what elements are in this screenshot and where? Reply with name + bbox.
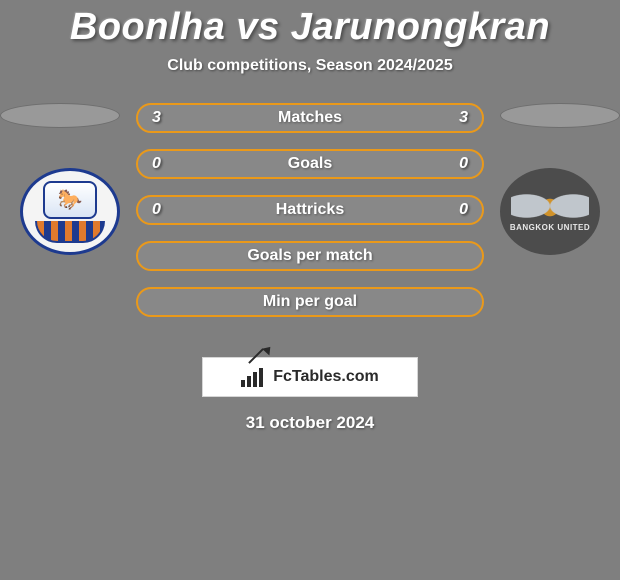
stat-label: Matches <box>278 109 342 127</box>
left-club-badge: 🐎 <box>20 168 120 255</box>
horse-icon: 🐎 <box>58 187 83 212</box>
page-title: Boonlha vs Jarunongkran <box>0 0 620 49</box>
stat-bar: Min per goal <box>136 287 484 317</box>
right-club-text: BANGKOK UNITED <box>510 223 590 232</box>
left-platform-ellipse <box>0 103 120 128</box>
credit-box: FcTables.com <box>202 357 418 397</box>
right-platform-ellipse <box>500 103 620 128</box>
left-club-stripes <box>35 221 105 243</box>
stat-left-value: 0 <box>152 201 161 219</box>
stat-bar: 3 Matches 3 <box>136 103 484 133</box>
stat-label: Min per goal <box>263 293 357 311</box>
comparison-section: 🐎 BANGKOK UNITED 3 Matches 3 0 Goals 0 0… <box>0 103 620 343</box>
stat-label: Hattricks <box>276 201 344 219</box>
stat-left-value: 0 <box>152 155 161 173</box>
stat-bar: Goals per match <box>136 241 484 271</box>
stat-bars: 3 Matches 3 0 Goals 0 0 Hattricks 0 Goal… <box>136 103 484 333</box>
date-text: 31 october 2024 <box>0 413 620 433</box>
page-root: Boonlha vs Jarunongkran Club competition… <box>0 0 620 580</box>
stat-right-value: 0 <box>459 155 468 173</box>
stat-label: Goals <box>288 155 332 173</box>
stat-left-value: 3 <box>152 109 161 127</box>
left-club-emblem: 🐎 <box>43 181 97 219</box>
credit-text: FcTables.com <box>273 368 379 386</box>
stat-right-value: 3 <box>459 109 468 127</box>
right-club-badge: BANGKOK UNITED <box>500 168 600 255</box>
stat-bar: 0 Goals 0 <box>136 149 484 179</box>
subtitle: Club competitions, Season 2024/2025 <box>0 57 620 75</box>
stat-label: Goals per match <box>247 247 372 265</box>
bars-icon <box>241 368 263 387</box>
stat-bar: 0 Hattricks 0 <box>136 195 484 225</box>
right-club-wings-icon <box>511 191 589 221</box>
stat-right-value: 0 <box>459 201 468 219</box>
